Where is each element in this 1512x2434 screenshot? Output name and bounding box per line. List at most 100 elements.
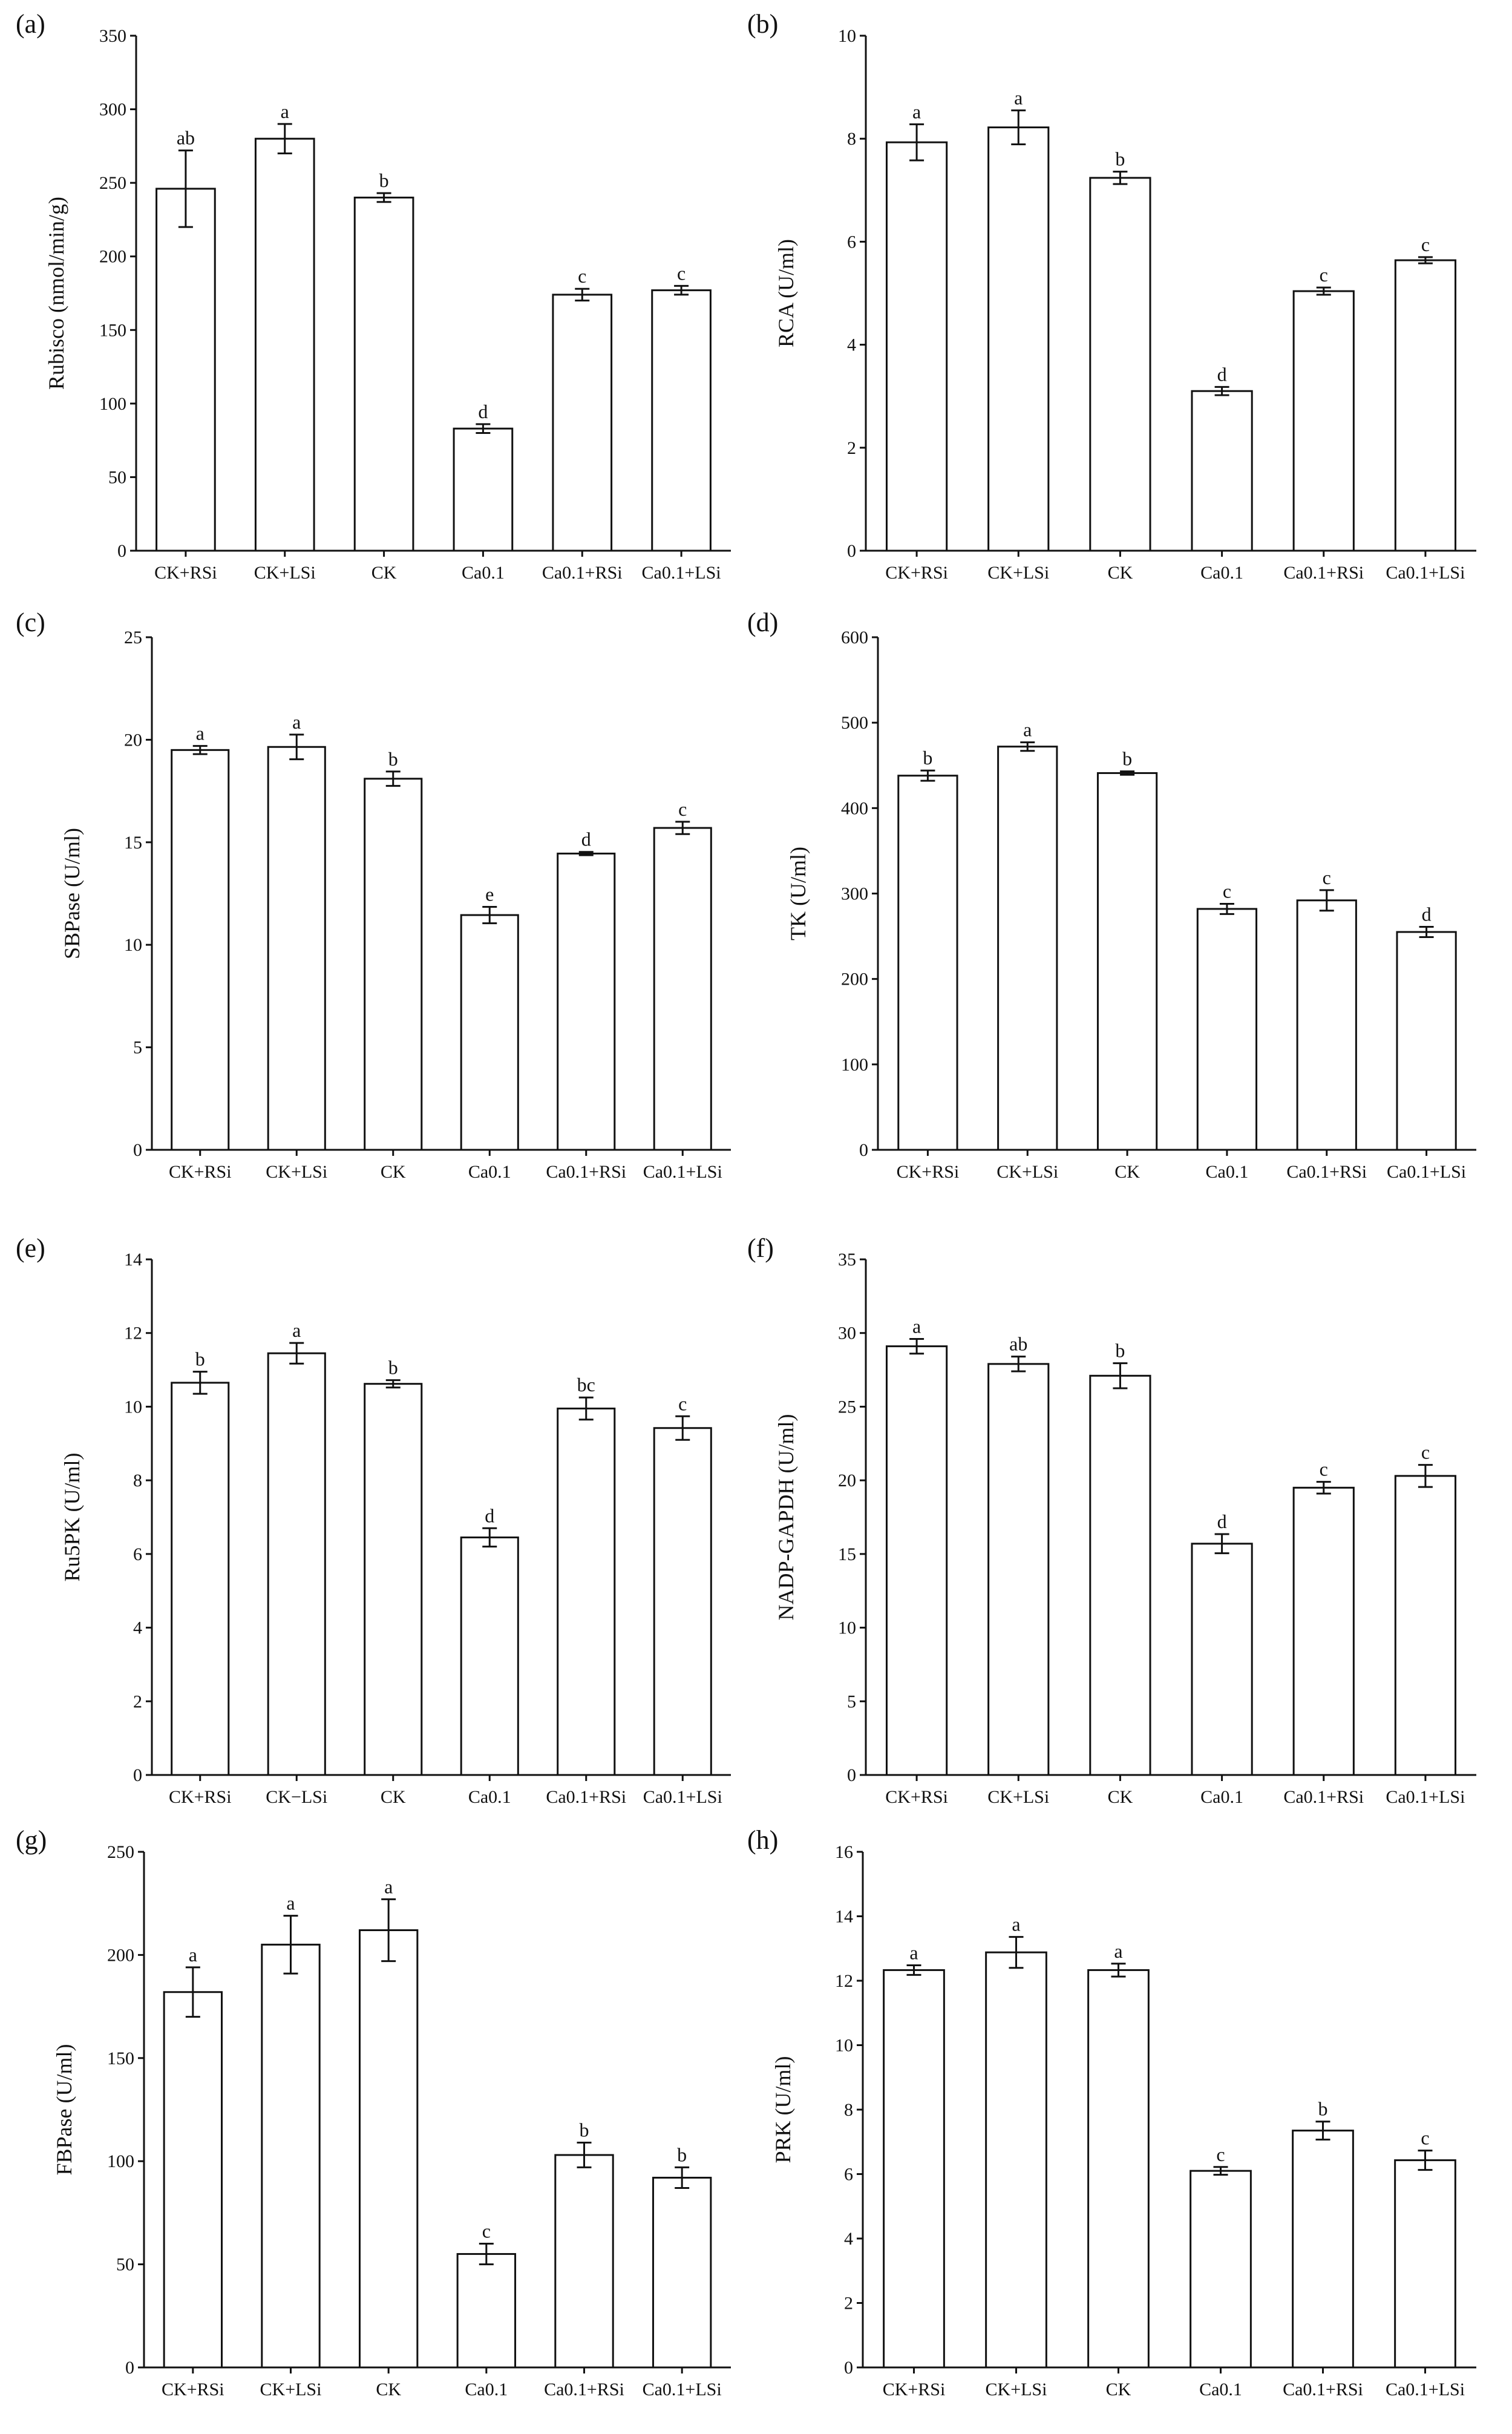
bar <box>163 1991 223 2369</box>
category-label: Ca0.1+LSi <box>1386 2380 1465 2400</box>
chart-panel-d: (d) 0 100 200 300 400 500 600 TK (U/ml) CK+RSi b CK… <box>747 608 1476 1182</box>
chart-panel-b: (b) 0 2 4 6 8 10 RCA (U/ml) CK+RSi a CK+LSi a CK b Ca0… <box>747 9 1476 583</box>
chart-panel-f: (f) 0 5 10 15 20 25 30 35 NADP-GAPDH (U/ml) CK+RSi… <box>747 1233 1476 1807</box>
bar <box>267 746 326 1151</box>
bar <box>1292 290 1355 552</box>
chart-panel-g: (g) 0 50 100 150 200 250 FBPase (U/ml) CK+RSi a CK… <box>16 1825 731 2400</box>
y-tick-label: 200 <box>841 969 868 989</box>
y-tick-label: 25 <box>838 1397 856 1417</box>
category-label: Ca0.1+RSi <box>546 1162 626 1182</box>
panel-label: (f) <box>747 1233 774 1263</box>
significance-label: b <box>1115 1340 1125 1362</box>
bar <box>267 1352 326 1776</box>
y-tick-label: 2 <box>847 438 856 458</box>
y-tick-label: 2 <box>133 1691 142 1711</box>
y-axis-title: NADP-GAPDH (U/ml) <box>774 1414 798 1621</box>
y-tick-label: 5 <box>847 1691 856 1711</box>
significance-label: a <box>1023 719 1032 741</box>
bar <box>1394 1475 1457 1776</box>
bar <box>987 1363 1050 1776</box>
bar <box>364 1383 423 1776</box>
bar <box>557 1407 616 1776</box>
y-tick-label: 15 <box>124 833 142 853</box>
chart-panel-c: (c) 0 5 10 15 20 25 SBPase (U/ml) CK+RSi a CK+LSi a… <box>16 608 731 1182</box>
chart-panel-e: (e) 0 2 4 6 8 10 12 14 Ru5PK (U/ml) CK+RSi b CK−LSi a… <box>16 1233 731 1807</box>
category-label: Ca0.1 <box>1200 1787 1243 1807</box>
y-tick-label: 150 <box>107 2049 134 2068</box>
y-tick-label: 10 <box>124 1397 142 1417</box>
bar <box>171 1382 230 1776</box>
significance-label: b <box>1318 2098 1328 2120</box>
y-tick-label: 500 <box>841 713 868 733</box>
y-axis-title: Rubisco (nmol/min/g) <box>44 197 68 390</box>
significance-label: c <box>1421 1442 1430 1463</box>
y-axis-title: TK (U/ml) <box>786 847 810 940</box>
category-label: Ca0.1+LSi <box>1387 1162 1466 1182</box>
bar <box>885 1345 948 1776</box>
category-label: CK+LSi <box>986 2380 1047 2400</box>
category-label: CK <box>1114 1162 1140 1182</box>
bar <box>1292 2130 1354 2369</box>
y-tick-label: 0 <box>847 541 856 561</box>
category-label: Ca0.1 <box>1200 563 1243 583</box>
y-tick-label: 200 <box>99 247 126 267</box>
y-tick-label: 35 <box>838 1250 856 1270</box>
significance-label: c <box>1320 1458 1328 1480</box>
bar <box>1394 2159 1456 2369</box>
category-label: Ca0.1 <box>462 563 505 583</box>
significance-label: b <box>388 748 398 770</box>
category-label: Ca0.1+RSi <box>546 1787 626 1807</box>
category-label: Ca0.1+LSi <box>643 2380 722 2400</box>
bar <box>453 427 514 552</box>
category-label: Ca0.1+RSi <box>542 563 623 583</box>
y-tick-label: 4 <box>133 1618 142 1638</box>
significance-label: d <box>1217 1511 1227 1532</box>
y-tick-label: 350 <box>99 26 126 46</box>
category-label: CK+RSi <box>169 1162 232 1182</box>
significance-label: c <box>1323 867 1331 888</box>
y-tick-label: 200 <box>107 1945 134 1965</box>
significance-label: b <box>388 1357 398 1379</box>
bar <box>460 1536 519 1776</box>
panel-label: (b) <box>747 9 778 39</box>
y-tick-label: 300 <box>841 884 868 904</box>
bar <box>554 2154 614 2369</box>
significance-label: b <box>923 747 932 769</box>
bar <box>997 746 1058 1151</box>
y-tick-label: 100 <box>107 2151 134 2171</box>
significance-label: c <box>678 1392 687 1414</box>
category-label: Ca0.1 <box>1206 1162 1249 1182</box>
y-tick-label: 0 <box>844 2358 853 2378</box>
bar <box>552 294 613 552</box>
bar <box>1191 1543 1253 1776</box>
category-label: Ca0.1+LSi <box>643 1162 722 1182</box>
significance-label: a <box>281 100 289 122</box>
y-tick-label: 10 <box>124 935 142 955</box>
bar <box>171 749 230 1151</box>
bar <box>353 196 414 552</box>
panel-label: (h) <box>747 1825 778 1855</box>
significance-label: a <box>1114 1940 1122 1962</box>
category-label: Ca0.1+RSi <box>1283 2380 1363 2400</box>
category-label: Ca0.1 <box>1199 2380 1242 2400</box>
category-label: Ca0.1+RSi <box>1283 1787 1364 1807</box>
bar <box>1292 1486 1355 1776</box>
y-tick-label: 25 <box>124 628 142 648</box>
y-tick-label: 0 <box>847 1765 856 1785</box>
bar <box>1191 390 1253 552</box>
category-label: CK+LSi <box>260 2380 322 2400</box>
significance-label: a <box>196 723 205 744</box>
bar <box>364 778 423 1151</box>
category-label: Ca0.1 <box>468 1162 511 1182</box>
significance-label: b <box>1115 148 1125 170</box>
category-label: CK+RSi <box>162 2380 224 2400</box>
y-tick-label: 10 <box>838 26 856 46</box>
significance-label: d <box>485 1504 494 1526</box>
significance-label: a <box>912 1315 921 1337</box>
y-tick-label: 0 <box>133 1140 142 1160</box>
y-tick-label: 8 <box>847 129 856 149</box>
category-label: CK <box>1108 1787 1133 1807</box>
significance-label: b <box>379 169 389 191</box>
bar <box>653 1427 712 1776</box>
